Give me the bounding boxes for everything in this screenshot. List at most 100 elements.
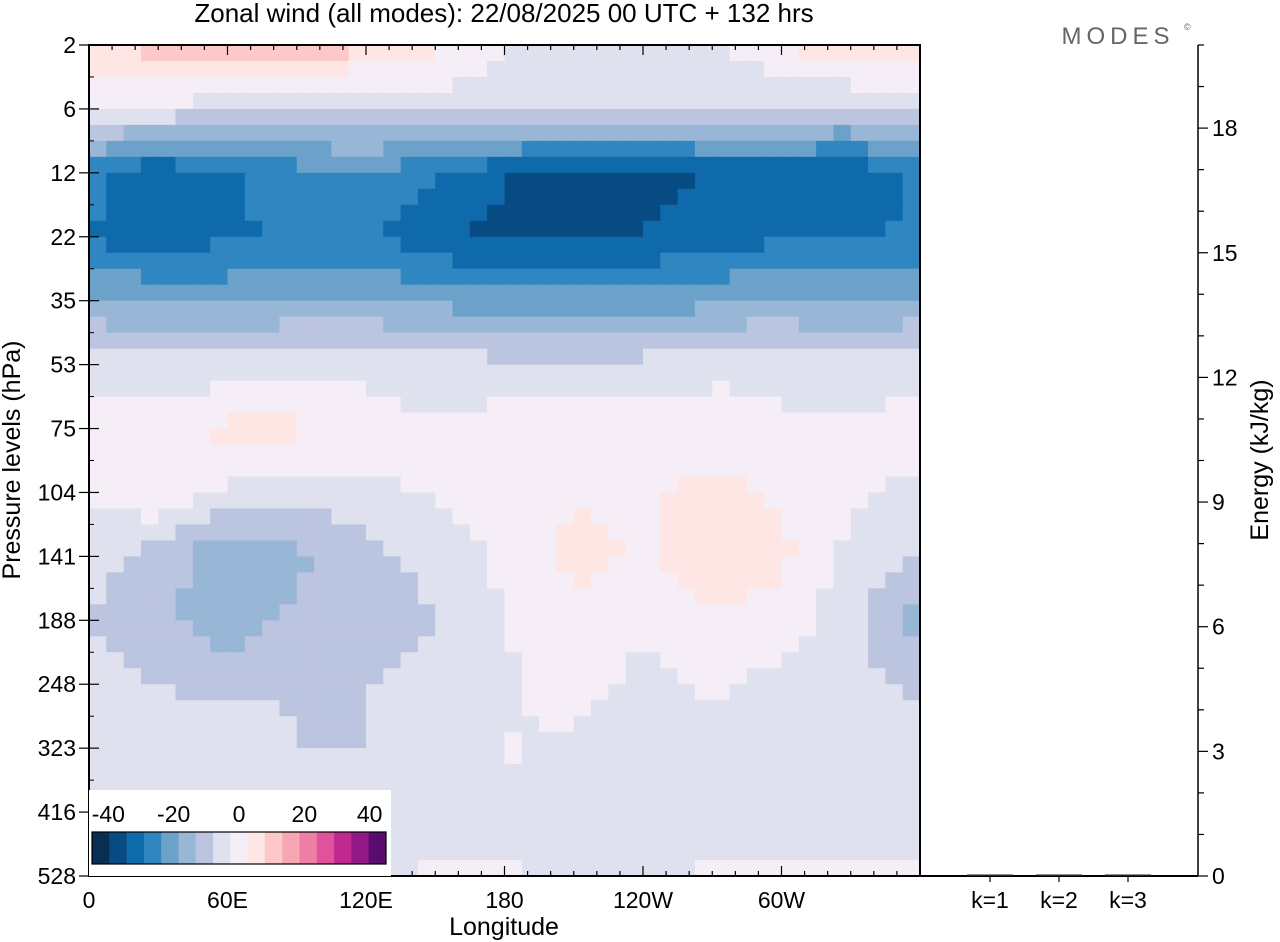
field-cell	[417, 332, 436, 350]
field-cell	[452, 476, 471, 494]
field-cell	[504, 732, 523, 749]
field-cell	[435, 748, 454, 765]
field-cell	[902, 364, 920, 382]
field-cell	[850, 828, 869, 845]
field-cell	[417, 764, 436, 781]
field-cell	[712, 604, 731, 621]
field-cell	[279, 252, 298, 270]
field-cell	[244, 572, 263, 589]
field-cell	[348, 604, 367, 621]
field-cell	[244, 748, 263, 765]
field-cell	[712, 236, 731, 254]
field-cell	[850, 812, 869, 829]
field-cell	[781, 700, 800, 717]
field-cell	[746, 172, 765, 190]
field-cell	[677, 492, 696, 510]
field-cell	[452, 284, 471, 302]
field-cell	[504, 604, 523, 621]
field-cell	[435, 684, 454, 701]
field-cell	[123, 428, 142, 446]
field-cell	[833, 332, 852, 350]
field-cell	[885, 348, 904, 366]
field-cell	[539, 124, 558, 142]
field-cell	[227, 284, 246, 302]
field-cell	[573, 188, 592, 206]
field-cell	[348, 396, 367, 414]
field-cell	[158, 540, 177, 557]
field-cell	[694, 780, 713, 797]
field-cell	[591, 812, 609, 829]
field-cell	[729, 380, 748, 398]
field-cell	[591, 236, 609, 254]
field-cell	[227, 636, 246, 653]
field-cell	[296, 508, 315, 526]
field-cell	[521, 716, 540, 733]
field-cell	[885, 588, 904, 605]
field-cell	[227, 108, 246, 126]
field-cell	[469, 764, 488, 781]
field-cell	[123, 172, 142, 190]
field-cell	[902, 412, 920, 430]
field-cell	[677, 860, 696, 876]
field-cell	[175, 220, 194, 238]
field-cell	[279, 284, 298, 302]
field-cell	[400, 780, 419, 797]
field-cell	[469, 172, 488, 190]
field-cell	[348, 492, 367, 510]
field-cell	[798, 700, 817, 717]
field-cell	[677, 284, 696, 302]
field-cell	[902, 732, 920, 749]
field-cell	[366, 764, 384, 781]
field-cell	[158, 764, 177, 781]
field-cell	[625, 540, 644, 557]
field-cell	[400, 396, 419, 414]
field-cell	[383, 172, 402, 190]
field-cell	[625, 572, 644, 589]
field-cell	[712, 252, 731, 270]
field-cell	[417, 492, 436, 510]
field-cell	[487, 60, 506, 78]
field-cell	[400, 524, 419, 541]
field-cell	[227, 460, 246, 478]
field-cell	[746, 364, 765, 382]
field-cell	[746, 540, 765, 557]
field-cell	[660, 540, 679, 557]
field-cell	[123, 508, 142, 526]
field-cell	[764, 732, 783, 749]
field-cell	[192, 668, 211, 685]
field-cell	[487, 748, 506, 765]
field-cell	[556, 668, 575, 685]
field-cell	[556, 604, 575, 621]
field-cell	[210, 300, 229, 318]
field-cell	[746, 220, 765, 238]
field-cell	[123, 380, 142, 398]
field-cell	[781, 364, 800, 382]
field-cell	[746, 716, 765, 733]
field-cell	[89, 108, 107, 126]
field-cell	[573, 700, 592, 717]
field-cell	[366, 748, 384, 765]
field-cell	[383, 668, 402, 685]
field-cell	[850, 172, 869, 190]
field-cell	[192, 652, 211, 669]
field-cell	[729, 124, 748, 142]
field-cell	[296, 764, 315, 781]
field-cell	[366, 716, 384, 733]
field-cell	[244, 348, 263, 366]
field-cell	[521, 780, 540, 797]
field-cell	[677, 348, 696, 366]
field-cell	[781, 236, 800, 254]
field-cell	[591, 732, 609, 749]
field-cell	[885, 172, 904, 190]
field-cell	[140, 748, 159, 765]
field-cell	[729, 156, 748, 174]
field-cell	[816, 524, 835, 541]
field-cell	[625, 492, 644, 510]
field-cell	[643, 796, 661, 813]
field-cell	[279, 492, 298, 510]
field-cell	[573, 668, 592, 685]
field-cell	[262, 364, 281, 382]
field-cell	[816, 780, 835, 797]
field-cell	[850, 540, 869, 557]
field-cell	[556, 252, 575, 270]
